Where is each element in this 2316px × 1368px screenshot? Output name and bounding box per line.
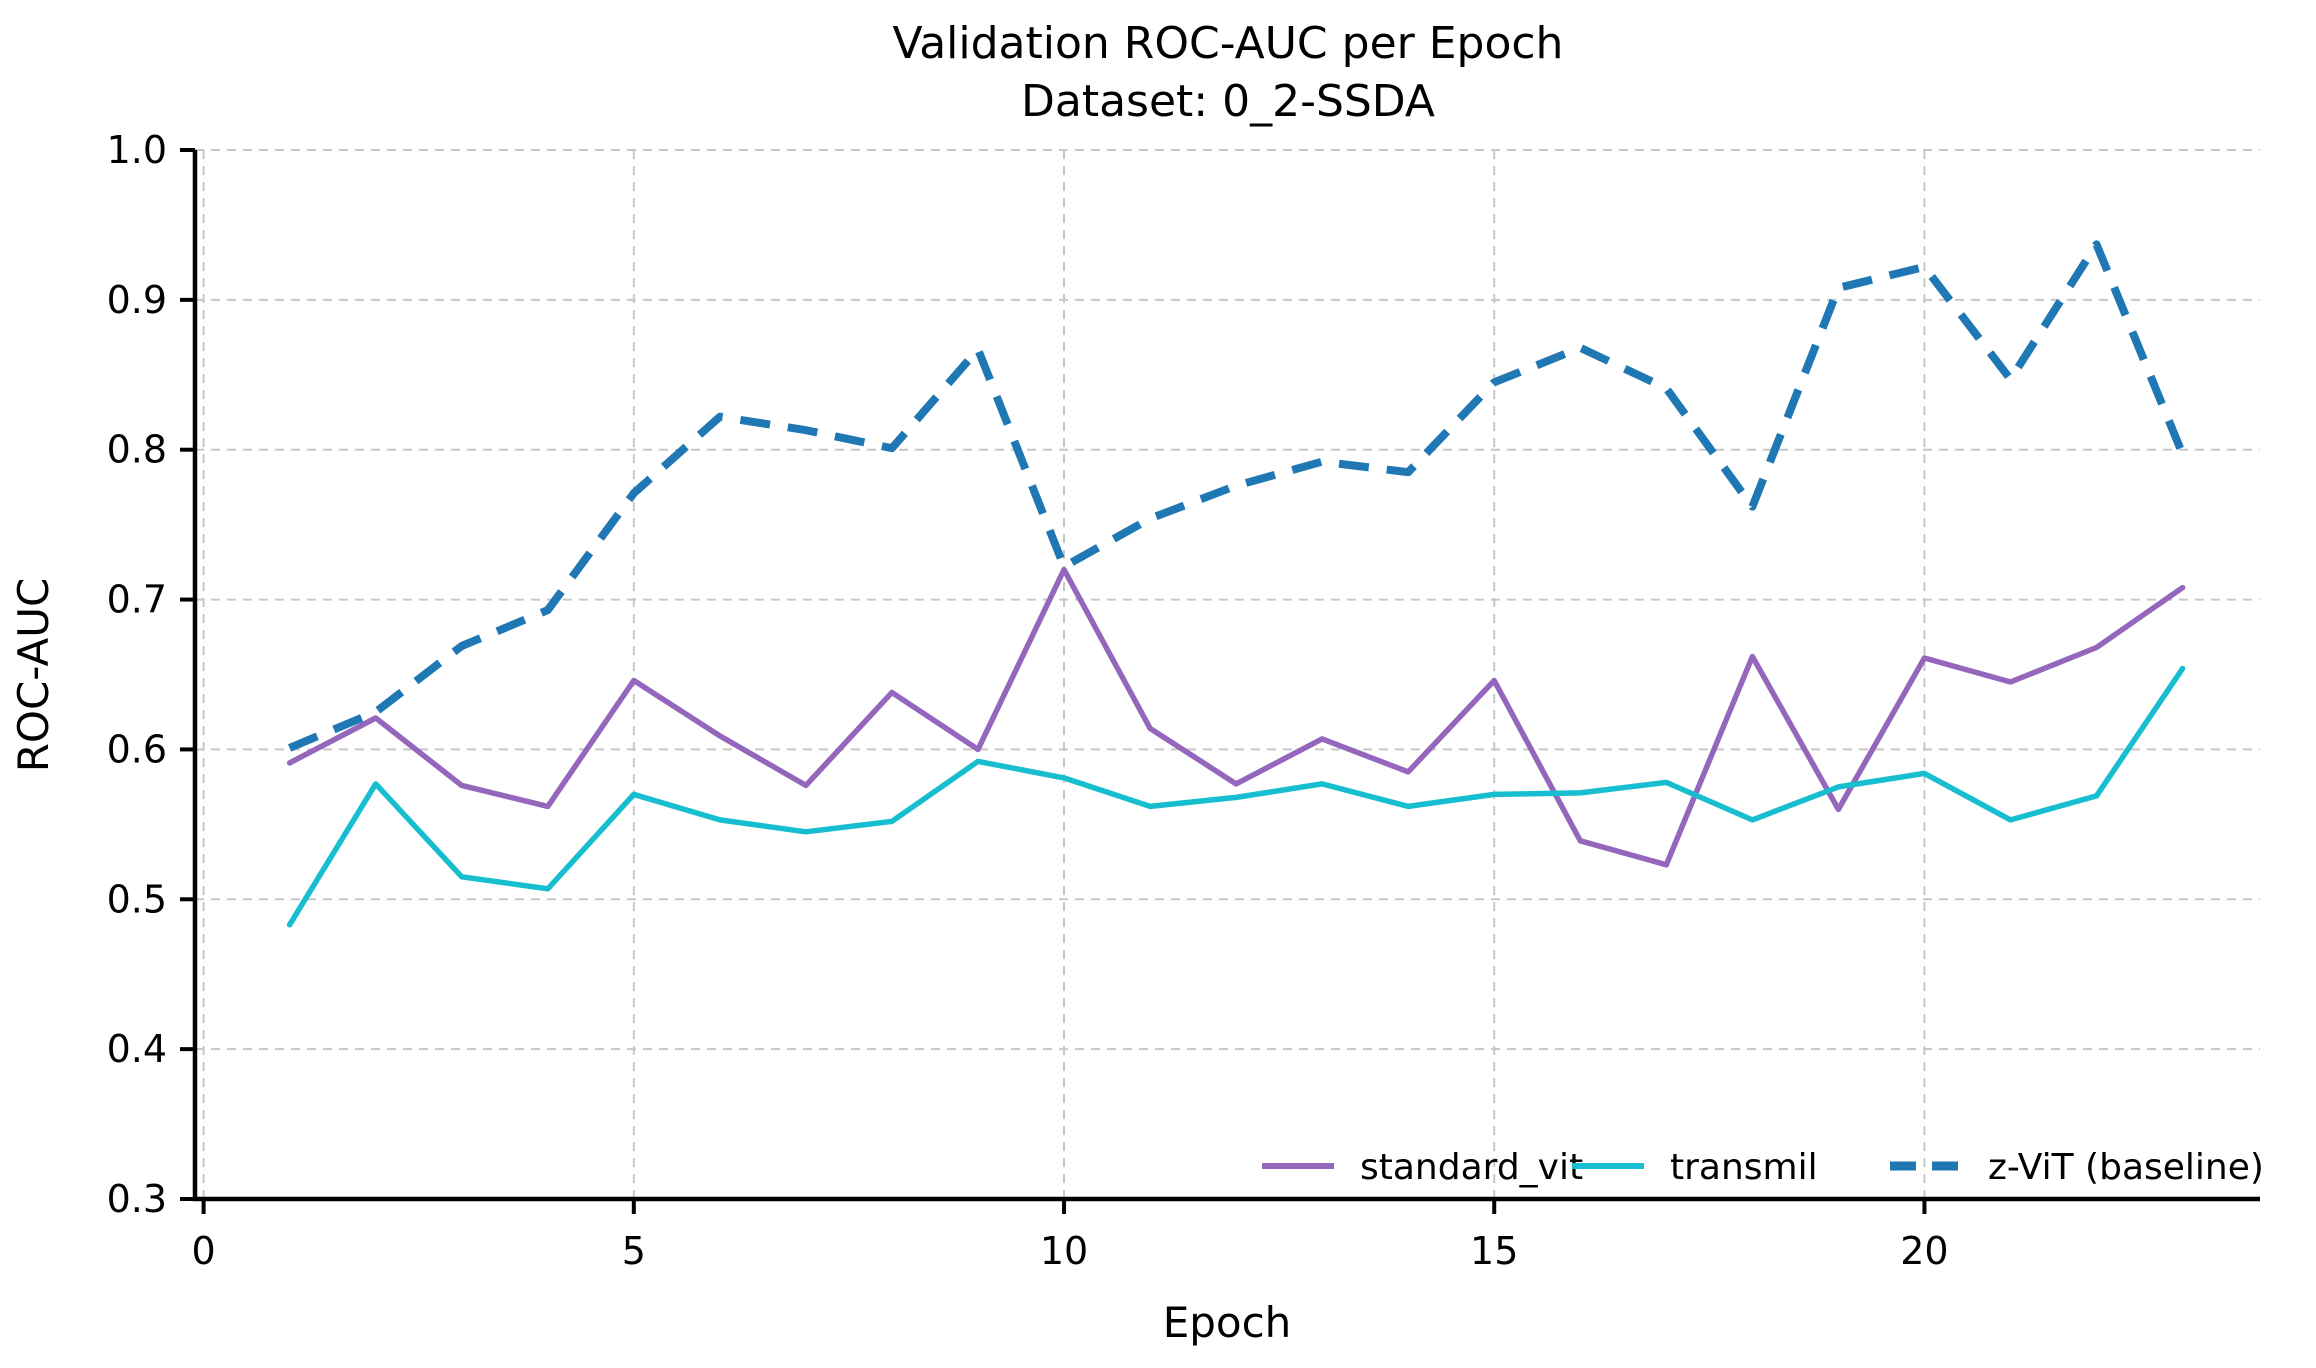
legend-label-2: transmil xyxy=(1670,1147,1818,1188)
axes-spines xyxy=(192,150,2260,1202)
y-axis-label: ROC-AUC xyxy=(9,578,58,773)
legend-label-3: z-ViT (baseline) xyxy=(1988,1147,2264,1188)
y-tick-label: 0.9 xyxy=(107,278,167,322)
x-axis-label: Epoch xyxy=(1163,1298,1292,1347)
x-tick-label: 5 xyxy=(622,1229,646,1273)
chart-title: Validation ROC-AUC per Epoch xyxy=(893,18,1564,69)
data-series xyxy=(286,240,2187,928)
y-tick-label: 0.7 xyxy=(107,578,167,622)
series-line-z-vit-baseline- xyxy=(288,240,2187,752)
y-tick-label: 0.8 xyxy=(107,428,167,472)
x-tick-label: 20 xyxy=(1900,1229,1948,1273)
y-tick-label: 1.0 xyxy=(107,128,167,172)
gridlines xyxy=(195,149,2260,1200)
series-line-transmil xyxy=(286,665,2186,928)
x-tick-label: 0 xyxy=(192,1229,216,1273)
x-tick-label: 15 xyxy=(1470,1229,1518,1273)
axis-ticks: 0.3 0.4 0.5 0.6 0.7 0.8 0.9 1.0 0 5 10 15 20 xyxy=(107,128,1949,1273)
y-tick-label: 0.5 xyxy=(107,877,167,921)
chart-subtitle: Dataset: 0_2-SSDA xyxy=(1021,76,1435,127)
y-tick-label: 0.3 xyxy=(107,1177,167,1221)
legend-label-1: standard_vit xyxy=(1360,1147,1583,1188)
y-tick-label: 0.4 xyxy=(107,1027,167,1071)
x-tick-label: 10 xyxy=(1040,1229,1088,1273)
y-tick-label: 0.6 xyxy=(107,727,167,771)
series-line-standard-vit xyxy=(286,566,2186,868)
legend: standard_vit transmil z-ViT (baseline) xyxy=(1262,1147,2264,1188)
